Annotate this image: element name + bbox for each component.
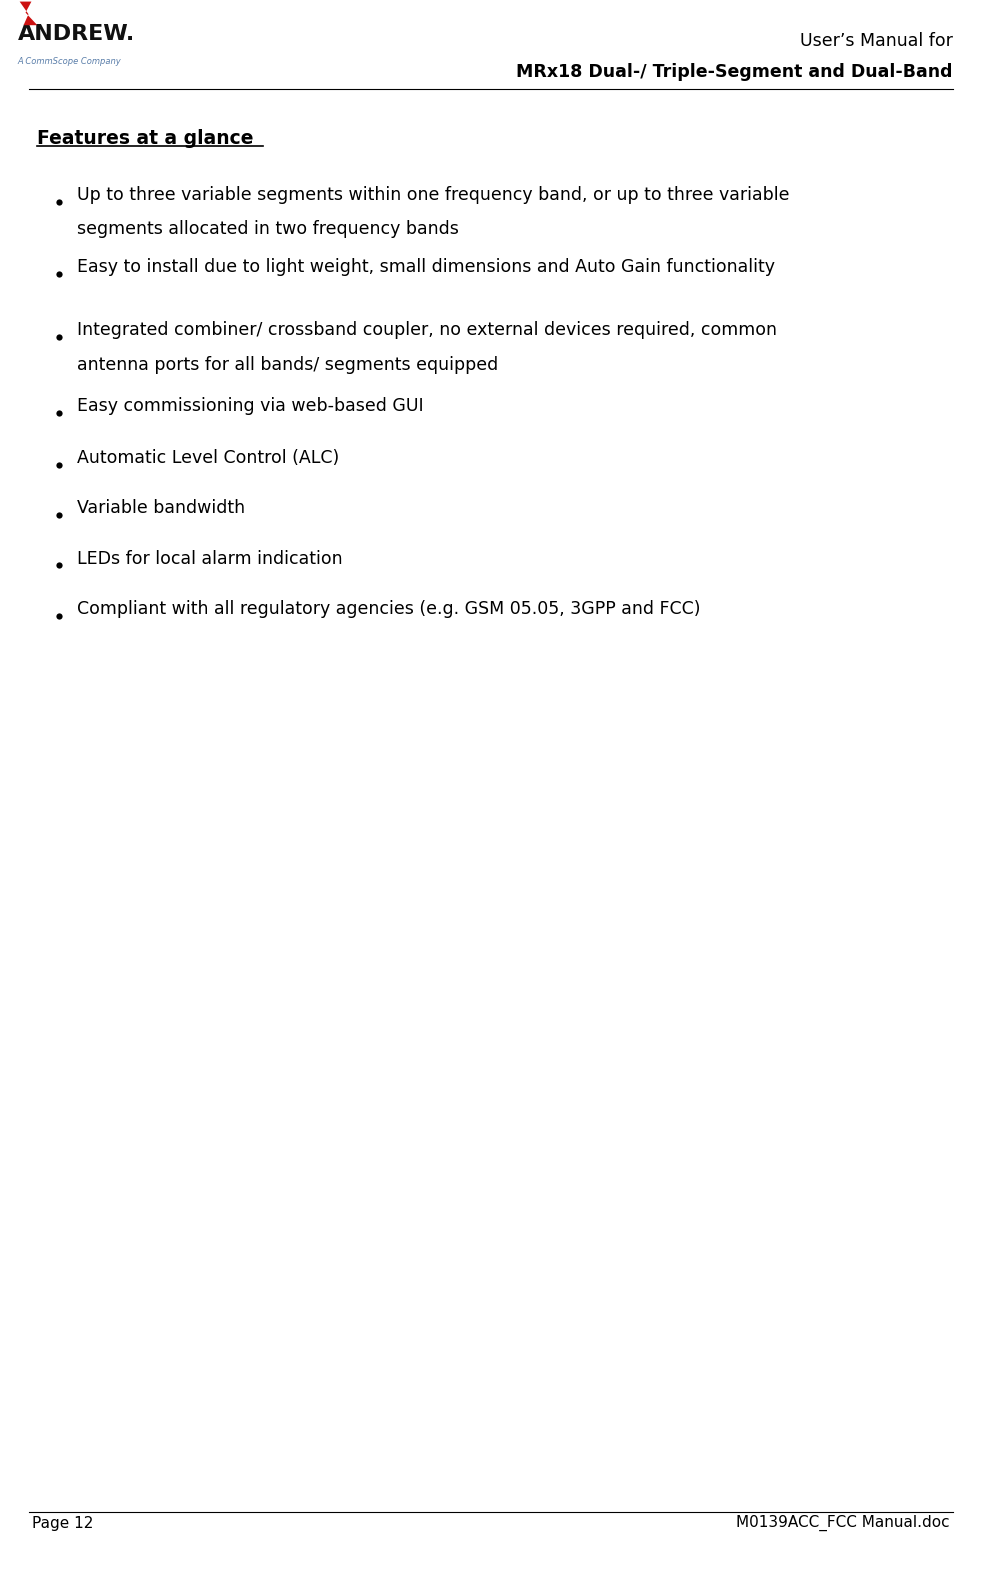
Text: MRx18 Dual-/ Triple-Segment and Dual-Band: MRx18 Dual-/ Triple-Segment and Dual-Ban… (516, 63, 953, 80)
Text: Integrated combiner/ crossband coupler, no external devices required, common: Integrated combiner/ crossband coupler, … (77, 321, 777, 339)
Text: ANDREW.: ANDREW. (18, 24, 135, 44)
Text: Easy commissioning via web-based GUI: Easy commissioning via web-based GUI (77, 397, 423, 414)
Text: Page 12: Page 12 (32, 1515, 94, 1531)
Text: LEDs for local alarm indication: LEDs for local alarm indication (77, 550, 342, 567)
Text: Automatic Level Control (ALC): Automatic Level Control (ALC) (77, 449, 339, 466)
Polygon shape (20, 2, 37, 25)
Text: antenna ports for all bands/ segments equipped: antenna ports for all bands/ segments eq… (77, 356, 498, 373)
Text: Features at a glance: Features at a glance (37, 129, 253, 148)
Text: Variable bandwidth: Variable bandwidth (77, 499, 245, 517)
Text: User’s Manual for: User’s Manual for (799, 32, 953, 49)
Text: A CommScope Company: A CommScope Company (18, 57, 122, 66)
Text: Compliant with all regulatory agencies (e.g. GSM 05.05, 3GPP and FCC): Compliant with all regulatory agencies (… (77, 600, 700, 617)
Text: Up to three variable segments within one frequency band, or up to three variable: Up to three variable segments within one… (77, 186, 790, 203)
Text: segments allocated in two frequency bands: segments allocated in two frequency band… (77, 221, 459, 238)
Text: M0139ACC_FCC Manual.doc: M0139ACC_FCC Manual.doc (736, 1515, 950, 1531)
Text: Easy to install due to light weight, small dimensions and Auto Gain functionalit: Easy to install due to light weight, sma… (77, 258, 775, 276)
